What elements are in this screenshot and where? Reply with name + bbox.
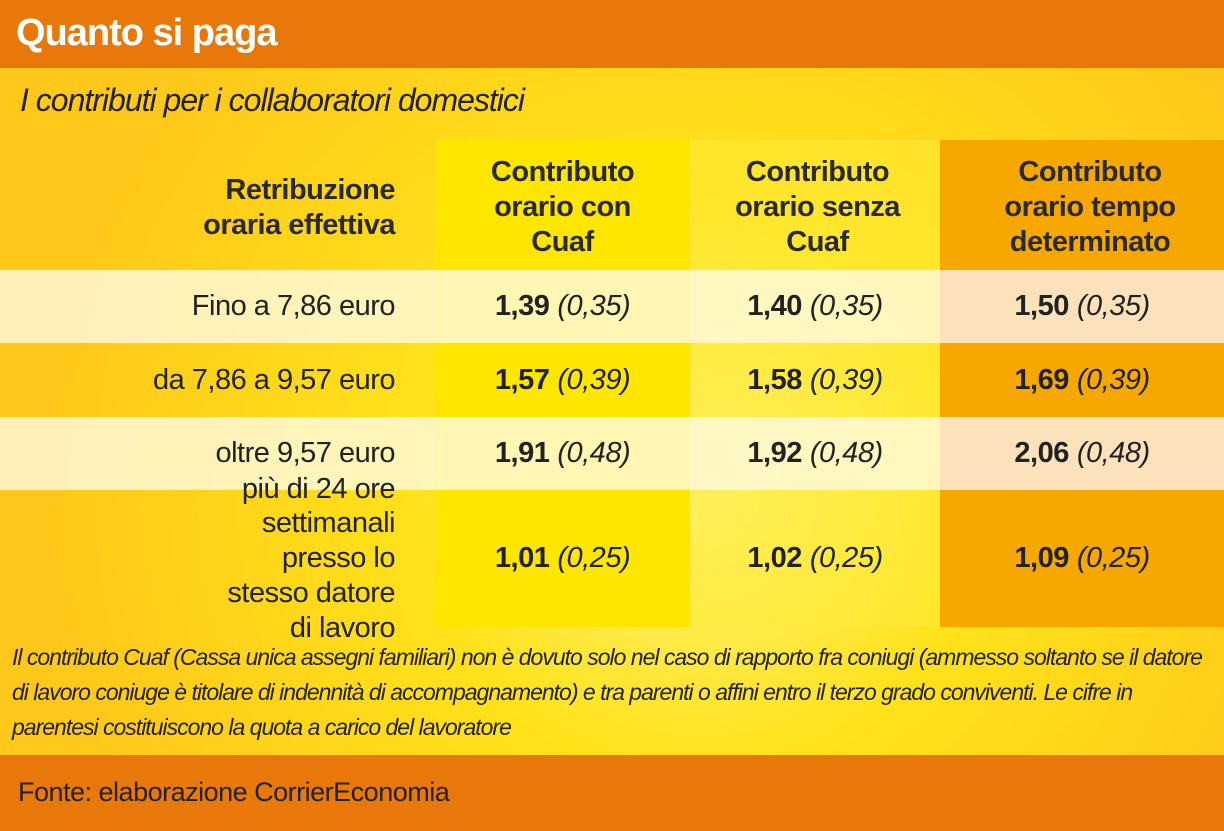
worker-share-value: (0,39) [809, 363, 883, 396]
header-con-cuaf: Contributo orario con Cuaf [490, 156, 635, 258]
column-band-tempo-determinato [940, 140, 1224, 627]
table-cell: 1,01 (0,25) [435, 490, 690, 627]
header-retribuzione: Retribuzione oraria effettiva [203, 173, 395, 241]
contribution-value: 1,91 [494, 437, 550, 470]
table-cell: 1,58 (0,39) [690, 343, 940, 417]
column-band-con-cuaf [435, 140, 690, 627]
table-cell: 1,02 (0,25) [690, 490, 940, 627]
table-cell: 1,91 (0,48) [435, 417, 690, 490]
table-cell: 1,92 (0,48) [690, 417, 940, 490]
table-cell: 2,06 (0,48) [940, 417, 1224, 490]
subtitle: I contributi per i collaboratori domesti… [20, 82, 525, 118]
contribution-value: 2,06 [1014, 437, 1069, 470]
table-cell: 1,50 (0,35) [940, 270, 1224, 343]
contribution-value: 1,92 [747, 437, 802, 470]
contribution-value: 1,40 [747, 290, 802, 323]
worker-share-value: (0,25) [809, 542, 883, 575]
contribution-value: 1,01 [494, 542, 550, 575]
table-cell: 1,39 (0,35) [435, 270, 690, 343]
row-band-3 [0, 417, 1224, 490]
row-label: oltre 9,57 euro [215, 437, 395, 470]
worker-share-value: (0,39) [1076, 363, 1150, 396]
worker-share-value: (0,48) [1076, 437, 1150, 470]
header-tempo-determinato: Contributo orario tempo determinato [1004, 156, 1176, 258]
contribution-value: 1,09 [1014, 542, 1069, 575]
worker-share-value: (0,25) [557, 542, 631, 575]
contribution-value: 1,02 [747, 542, 802, 575]
table-cell: 1,09 (0,25) [940, 490, 1224, 627]
worker-share-value: (0,48) [557, 437, 631, 470]
source: Fonte: elaborazione CorrierEconomia [0, 755, 1224, 831]
table-cell: 1,69 (0,39) [940, 343, 1224, 417]
worker-share-value: (0,35) [809, 290, 883, 323]
row-label: più di 24 ore settimanali presso lo stes… [227, 473, 395, 644]
table-cell: 1,40 (0,35) [690, 270, 940, 343]
column-band-senza-cuaf [690, 140, 940, 627]
row-label: da 7,86 a 9,57 euro [152, 363, 396, 396]
contribution-value: 1,69 [1014, 363, 1069, 396]
worker-share-value: (0,35) [1076, 290, 1150, 323]
contribution-value: 1,57 [494, 363, 550, 396]
table-cell: 1,57 (0,39) [435, 343, 690, 417]
worker-share-value: (0,39) [557, 363, 631, 396]
row-band-1 [0, 270, 1224, 343]
row-label: Fino a 7,86 euro [191, 290, 396, 323]
worker-share-value: (0,48) [809, 437, 883, 470]
contribution-value: 1,39 [494, 290, 550, 323]
contribution-value: 1,50 [1014, 290, 1069, 323]
worker-share-value: (0,25) [1076, 542, 1150, 575]
title: Quanto si paga [0, 0, 1224, 68]
header-senza-cuaf: Contributo orario senza Cuaf [735, 156, 900, 258]
worker-share-value: (0,35) [557, 290, 631, 323]
contribution-value: 1,58 [747, 363, 802, 396]
footnote: Il contributo Cuaf (Cassa unica assegni … [12, 644, 1203, 740]
